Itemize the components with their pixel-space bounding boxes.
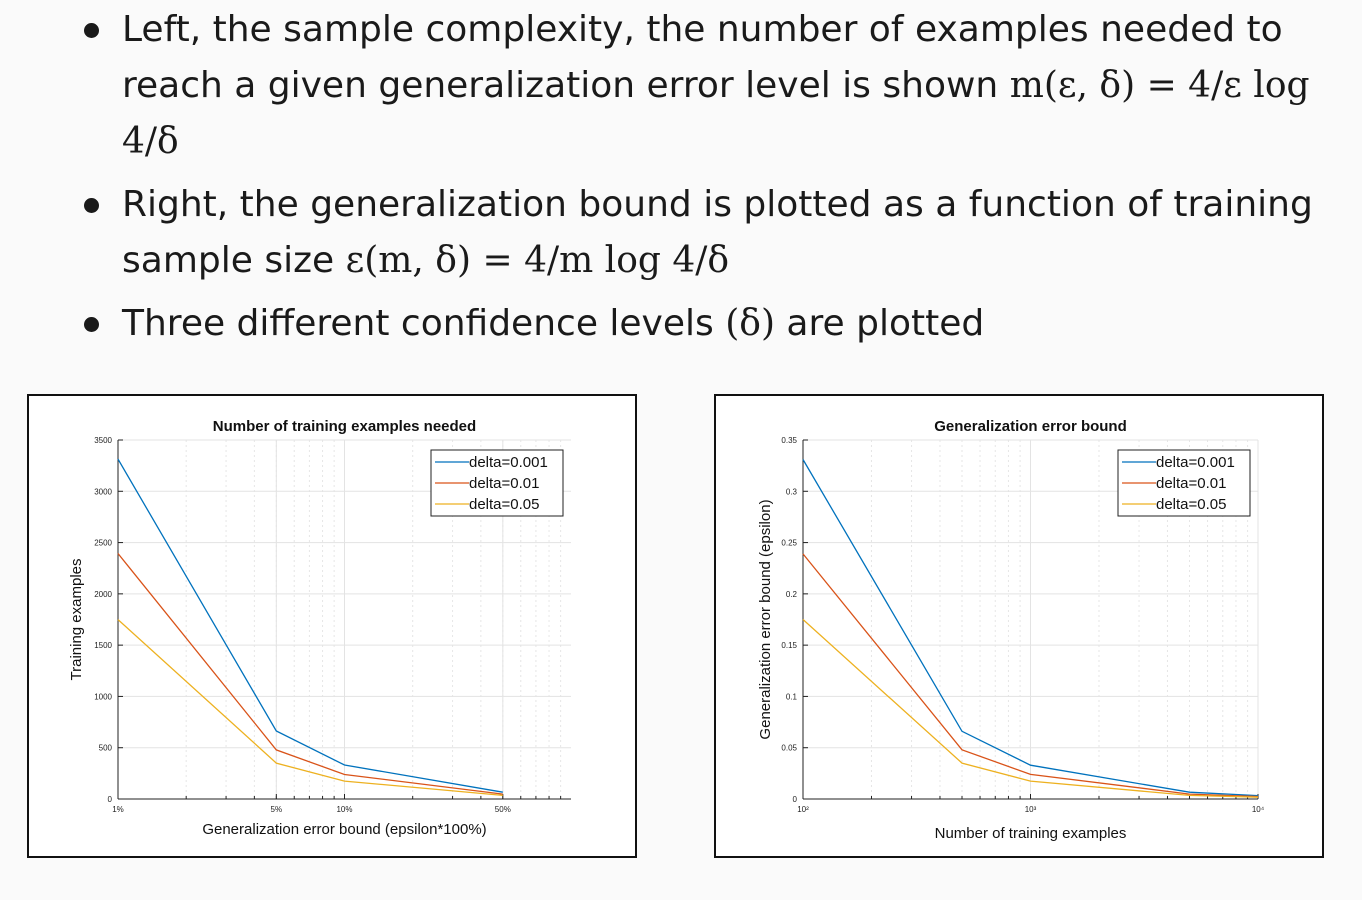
bullet-line: Right, the generalization bound is plott… [122,184,1313,225]
x-tick-label: 10² [797,805,809,814]
bullet-dot-icon [84,198,99,213]
legend-label: delta=0.001 [469,454,548,471]
bullet-text: reach a given generalization error level… [122,65,1010,106]
y-tick-label: 1500 [94,641,112,650]
series-line [117,553,503,795]
bullet-line: sample size ε(m, δ) = 4/m log 4/δ [122,233,1340,289]
x-tick-label: 50% [495,805,511,814]
chart-training-examples: 1% 5% 10% 50% 0 500 1000 1500 2000 2500 3000 3500 Nu… [68,418,571,838]
bullet-text: Three different confidence levels [122,303,726,344]
bullet-item-right-plot: Right, the generalization bound is plott… [80,177,1340,289]
x-tick-label: 1% [112,805,124,814]
chart-title: Generalization error bound [934,418,1127,435]
bullet-item-confidence-levels: Three different confidence levels (δ) ar… [80,296,1340,352]
y-axis-label: Training examples [68,559,85,681]
y-tick-label: 0.1 [786,692,798,701]
y-tick-label: 0.2 [786,590,798,599]
x-axis-label: Number of training examples [935,825,1127,842]
bullet-text: are plotted [774,303,985,344]
legend-label: delta=0.05 [469,496,539,513]
chart-title: Number of training examples needed [213,418,476,435]
chart-panel-generalization-bound: 10² 10³ 10⁴ 0 0.05 0.1 0.15 0.2 0.25 0.3 0.35 Gener… [714,394,1324,858]
bullet-dot-icon [84,317,99,332]
series-line [802,619,1259,798]
y-tick-label: 500 [99,744,113,753]
y-tick-label: 0 [108,795,113,804]
y-tick-label: 0.15 [781,641,797,650]
bullet-text: sample size [122,240,346,281]
y-tick-label: 0.25 [781,539,797,548]
formula-sample-complexity: m(ε, δ) = 4/ε log 4/δ [122,65,1310,162]
y-tick-label: 3000 [94,487,112,496]
x-tick-label: 5% [271,805,283,814]
series-line [117,619,503,797]
legend-box [1117,449,1251,517]
bullet-line: Three different confidence levels (δ) ar… [122,296,1340,352]
y-tick-label: 2500 [94,539,112,548]
y-tick-label: 0 [793,795,798,804]
bullet-line: reach a given generalization error level… [122,58,1340,170]
y-tick-label: 0.3 [786,487,798,496]
bullet-item-left-plot: Left, the sample complexity, the number … [80,2,1340,170]
x-tick-label: 10⁴ [1252,805,1265,814]
legend-label: delta=0.01 [1156,475,1226,492]
bullet-list: Left, the sample complexity, the number … [80,2,1340,359]
series-line [802,553,1259,798]
bullet-dot-icon [84,23,99,38]
formula-generalization-bound: ε(m, δ) = 4/m log 4/δ [345,240,730,281]
legend-label: delta=0.01 [469,475,539,492]
chart-panel-training-examples: 1% 5% 10% 50% 0 500 1000 1500 2000 2500 3000 3500 Nu… [27,394,637,858]
x-tick-label: 10³ [1025,805,1037,814]
legend-label: delta=0.05 [1156,496,1226,513]
y-axis-label: Generalization error bound (epsilon) [757,499,774,739]
y-tick-label: 3500 [94,436,112,445]
series-line [117,458,503,793]
y-tick-label: 0.35 [781,436,797,445]
x-axis-label: Generalization error bound (epsilon*100%… [202,821,486,838]
x-tick-label: 10% [336,805,352,814]
bullet-line: Left, the sample complexity, the number … [122,9,1283,50]
y-tick-label: 1000 [94,692,112,701]
y-tick-label: 0.05 [781,744,797,753]
series-line [802,459,1259,797]
legend-label: delta=0.001 [1156,454,1235,471]
y-tick-label: 2000 [94,590,112,599]
chart-generalization-bound: 10² 10³ 10⁴ 0 0.05 0.1 0.15 0.2 0.25 0.3 0.35 Gener… [757,418,1265,842]
formula-delta: (δ) [725,303,775,344]
